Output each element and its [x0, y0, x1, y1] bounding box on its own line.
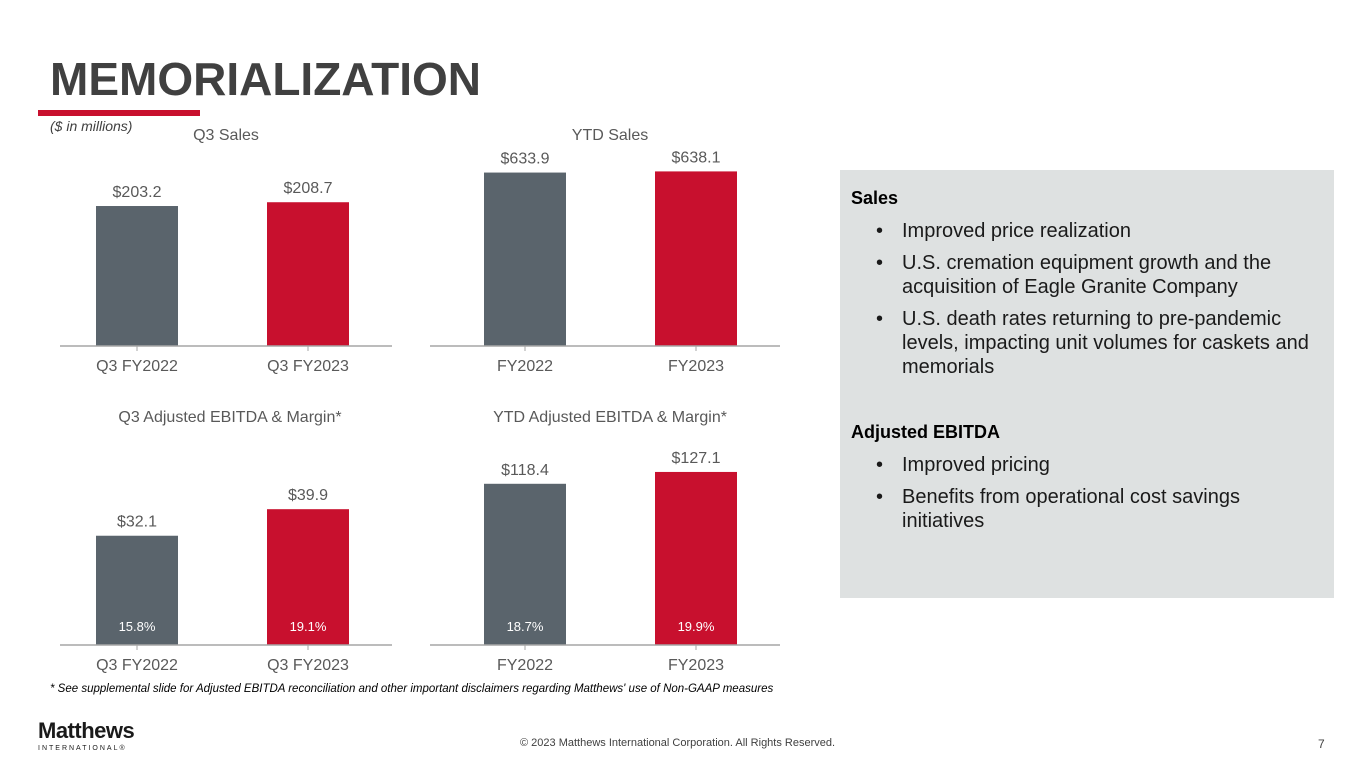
- footnote: * See supplemental slide for Adjusted EB…: [50, 683, 774, 695]
- x-tick-label: Q3 FY2023: [267, 358, 349, 375]
- charts-area: Q3 Sales $203.2 Q3 FY2022 $208.7 Q3 FY2023 YT…: [60, 127, 780, 674]
- x-tick-label: FY2023: [668, 358, 724, 375]
- units-note: ($ in millions): [50, 118, 133, 134]
- bullet-icon: •: [876, 220, 884, 242]
- page-number: 7: [1318, 737, 1325, 751]
- logo-subtitle: INTERNATIONAL®: [38, 745, 127, 752]
- title-accent-bar: [38, 110, 200, 116]
- bullet-item: • Improved pricing: [876, 454, 1050, 476]
- margin-label: 15.8%: [119, 619, 156, 634]
- bullet-icon: •: [876, 486, 884, 508]
- data-label: $633.9: [501, 151, 550, 168]
- bar: [267, 509, 349, 645]
- bar: [655, 171, 737, 346]
- bar: [96, 535, 178, 645]
- x-tick-label: FY2022: [497, 657, 553, 674]
- x-tick-label: Q3 FY2022: [96, 657, 178, 674]
- chart-title: Q3 Adjusted EBITDA & Margin*: [118, 409, 341, 426]
- chart-title: YTD Adjusted EBITDA & Margin*: [493, 409, 727, 426]
- data-label: $127.1: [672, 450, 721, 467]
- data-label: $203.2: [113, 184, 162, 201]
- bar: [655, 471, 737, 645]
- bullet-item: • U.S. death rates returning to pre-pande…: [876, 308, 1309, 378]
- bullet-icon: •: [876, 252, 884, 274]
- bar: [484, 172, 566, 346]
- ebitda-bullets: • Improved pricing • Benefits from operati…: [840, 453, 1334, 541]
- chart-title: YTD Sales: [572, 127, 648, 144]
- bullet-icon: •: [876, 308, 884, 330]
- chart-title: Q3 Sales: [193, 127, 259, 144]
- logo-name: Matthews: [38, 718, 135, 743]
- margin-label: 19.9%: [678, 619, 715, 634]
- data-label: $638.1: [672, 149, 721, 166]
- company-logo: Matthews INTERNATIONAL®: [38, 718, 135, 753]
- bullet-item: • Benefits from operational cost savings …: [876, 486, 1240, 532]
- bar: [267, 202, 349, 346]
- sales-bullets: • Improved price realization • U.S. cremat…: [840, 219, 1334, 387]
- x-tick-label: FY2022: [497, 358, 553, 375]
- x-tick-label: Q3 FY2023: [267, 657, 349, 674]
- margin-label: 18.7%: [507, 619, 544, 634]
- bullet-item: • U.S. cremation equipment growth and the…: [876, 252, 1272, 298]
- slide-title: MEMORIALIZATION: [50, 53, 481, 105]
- x-tick-label: Q3 FY2022: [96, 358, 178, 375]
- data-label: $118.4: [501, 462, 549, 479]
- data-label: $208.7: [284, 180, 333, 197]
- bar: [484, 483, 566, 645]
- data-label: $39.9: [288, 487, 328, 504]
- bullet-item: • Improved price realization: [876, 220, 1131, 242]
- x-tick-label: FY2023: [668, 657, 724, 674]
- margin-label: 19.1%: [290, 619, 327, 634]
- sales-heading: Sales: [851, 188, 899, 208]
- copyright: © 2023 Matthews International Corporatio…: [520, 737, 836, 749]
- commentary-panel: Sales • Improved price realization • U.S. …: [840, 170, 1334, 598]
- data-label: $32.1: [117, 514, 157, 531]
- ebitda-heading: Adjusted EBITDA: [851, 422, 1001, 442]
- bullet-icon: •: [876, 454, 884, 476]
- bar: [96, 206, 178, 346]
